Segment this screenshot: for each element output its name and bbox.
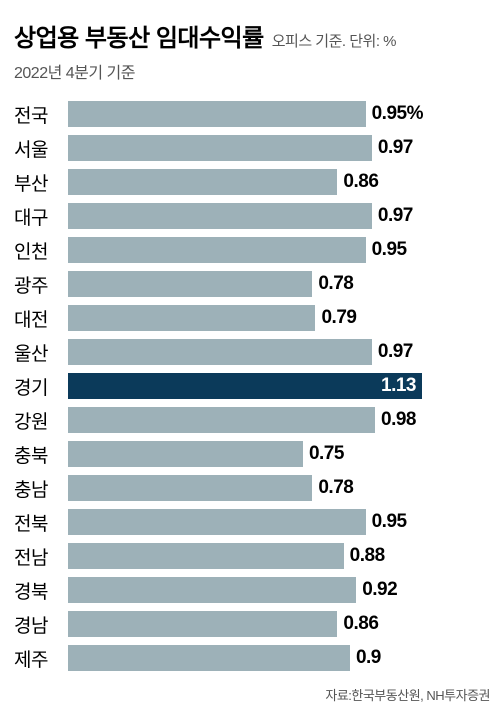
bar-wrap: 0.92: [68, 577, 422, 603]
value-label: 0.75: [309, 443, 344, 465]
region-label: 강원: [14, 407, 68, 434]
chart-source: 자료:한국부동산원, NH투자증권: [14, 685, 490, 704]
chart-unit: 오피스 기준. 단위: %: [272, 30, 396, 51]
region-label: 대전: [14, 305, 68, 332]
chart-row: 대구0.97: [14, 199, 490, 233]
chart-row: 광주0.78: [14, 267, 490, 301]
chart-row: 경남0.86: [14, 607, 490, 641]
region-label: 광주: [14, 271, 68, 298]
bar: 0.98: [68, 407, 375, 433]
bar-wrap: 0.78: [68, 475, 422, 501]
value-label: 0.95: [372, 511, 407, 533]
bar-chart: 전국0.95%서울0.97부산0.86대구0.97인천0.95광주0.78대전0…: [14, 97, 490, 675]
value-label: 0.79: [321, 307, 356, 329]
bar-wrap: 0.79: [68, 305, 422, 331]
chart-row: 경기 1.13: [14, 369, 490, 403]
region-label: 전국: [14, 101, 68, 128]
bar: 0.95%: [68, 101, 366, 127]
bar: 0.79: [68, 305, 315, 331]
bar: 0.95: [68, 509, 366, 535]
value-label: 0.98: [381, 409, 416, 431]
chart-row: 강원0.98: [14, 403, 490, 437]
chart-row: 부산0.86: [14, 165, 490, 199]
region-label: 충북: [14, 441, 68, 468]
bar: 0.95: [68, 237, 366, 263]
region-label: 경북: [14, 577, 68, 604]
bar-wrap: 0.98: [68, 407, 422, 433]
region-label: 부산: [14, 169, 68, 196]
bar-wrap: 1.13: [68, 373, 422, 399]
bar-wrap: 0.97: [68, 339, 422, 365]
chart-row: 울산0.97: [14, 335, 490, 369]
chart-row: 제주0.9: [14, 641, 490, 675]
bar-wrap: 0.95: [68, 237, 422, 263]
value-label: 0.86: [343, 613, 378, 635]
value-label: 0.97: [378, 341, 413, 363]
chart-row: 경북0.92: [14, 573, 490, 607]
bar: 1.13: [68, 373, 422, 399]
bar-wrap: 0.9: [68, 645, 422, 671]
chart-row: 전남0.88: [14, 539, 490, 573]
region-label: 대구: [14, 203, 68, 230]
bar-wrap: 0.86: [68, 169, 422, 195]
bar: 0.92: [68, 577, 356, 603]
value-label: 0.97: [378, 205, 413, 227]
bar: 0.88: [68, 543, 344, 569]
value-label: 0.78: [318, 273, 353, 295]
region-label: 서울: [14, 135, 68, 162]
region-label: 경기: [14, 373, 68, 400]
value-label: 0.95: [372, 239, 407, 261]
region-label: 인천: [14, 237, 68, 264]
bar: 0.86: [68, 169, 337, 195]
value-label: 0.9: [356, 647, 381, 669]
value-label: 0.92: [362, 579, 397, 601]
value-label: 1.13: [381, 375, 416, 397]
bar: 0.75: [68, 441, 303, 467]
chart-row: 충남0.78: [14, 471, 490, 505]
value-label: 0.95%: [372, 103, 423, 125]
chart-row: 대전0.79: [14, 301, 490, 335]
chart-row: 인천0.95: [14, 233, 490, 267]
bar-wrap: 0.88: [68, 543, 422, 569]
bar: 0.97: [68, 339, 372, 365]
bar: 0.78: [68, 271, 312, 297]
bar-wrap: 0.86: [68, 611, 422, 637]
bar: 0.97: [68, 203, 372, 229]
value-label: 0.78: [318, 477, 353, 499]
bar-wrap: 0.78: [68, 271, 422, 297]
bar-wrap: 0.95: [68, 509, 422, 535]
region-label: 제주: [14, 645, 68, 672]
value-label: 0.97: [378, 137, 413, 159]
chart-row: 충북0.75: [14, 437, 490, 471]
bar: 0.86: [68, 611, 337, 637]
bar-wrap: 0.75: [68, 441, 422, 467]
region-label: 경남: [14, 611, 68, 638]
chart-row: 서울0.97: [14, 131, 490, 165]
bar: 0.9: [68, 645, 350, 671]
bar: 0.78: [68, 475, 312, 501]
chart-title: 상업용 부동산 임대수익률: [14, 18, 264, 53]
chart-subtitle: 2022년 4분기 기준: [14, 59, 490, 83]
value-label: 0.88: [350, 545, 385, 567]
region-label: 전남: [14, 543, 68, 570]
region-label: 전북: [14, 509, 68, 536]
bar: 0.97: [68, 135, 372, 161]
bar-wrap: 0.95%: [68, 101, 422, 127]
value-label: 0.86: [343, 171, 378, 193]
chart-row: 전국0.95%: [14, 97, 490, 131]
bar-wrap: 0.97: [68, 203, 422, 229]
bar-wrap: 0.97: [68, 135, 422, 161]
chart-row: 전북0.95: [14, 505, 490, 539]
header: 상업용 부동산 임대수익률 오피스 기준. 단위: %: [14, 18, 490, 53]
region-label: 울산: [14, 339, 68, 366]
region-label: 충남: [14, 475, 68, 502]
